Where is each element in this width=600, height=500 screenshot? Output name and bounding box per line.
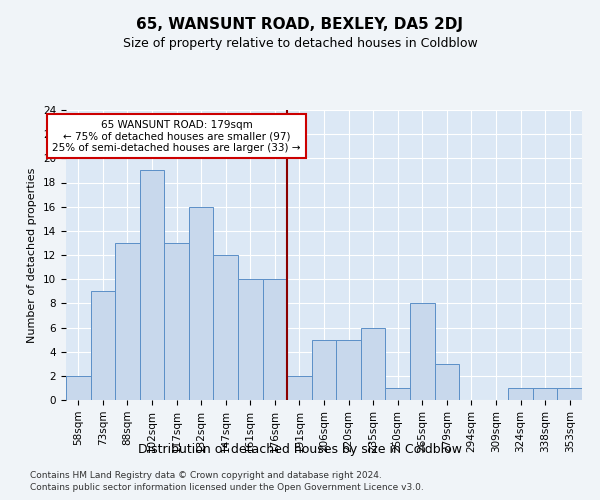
Text: Size of property relative to detached houses in Coldblow: Size of property relative to detached ho… [122,38,478,51]
Bar [263,279,287,400]
Bar [434,364,459,400]
Text: Distribution of detached houses by size in Coldblow: Distribution of detached houses by size … [138,442,462,456]
Text: 65, WANSUNT ROAD, BEXLEY, DA5 2DJ: 65, WANSUNT ROAD, BEXLEY, DA5 2DJ [137,18,464,32]
Bar [287,376,312,400]
Text: Contains HM Land Registry data © Crown copyright and database right 2024.: Contains HM Land Registry data © Crown c… [30,471,382,480]
Bar [508,388,533,400]
Bar [115,243,140,400]
Bar [189,206,214,400]
Bar [533,388,557,400]
Text: 65 WANSUNT ROAD: 179sqm
← 75% of detached houses are smaller (97)
25% of semi-de: 65 WANSUNT ROAD: 179sqm ← 75% of detache… [52,120,301,153]
Bar [66,376,91,400]
Y-axis label: Number of detached properties: Number of detached properties [28,168,37,342]
Bar [361,328,385,400]
Bar [312,340,336,400]
Bar [214,255,238,400]
Bar [557,388,582,400]
Text: Contains public sector information licensed under the Open Government Licence v3: Contains public sector information licen… [30,484,424,492]
Bar [164,243,189,400]
Bar [410,304,434,400]
Bar [91,291,115,400]
Bar [238,279,263,400]
Bar [385,388,410,400]
Bar [336,340,361,400]
Bar [140,170,164,400]
